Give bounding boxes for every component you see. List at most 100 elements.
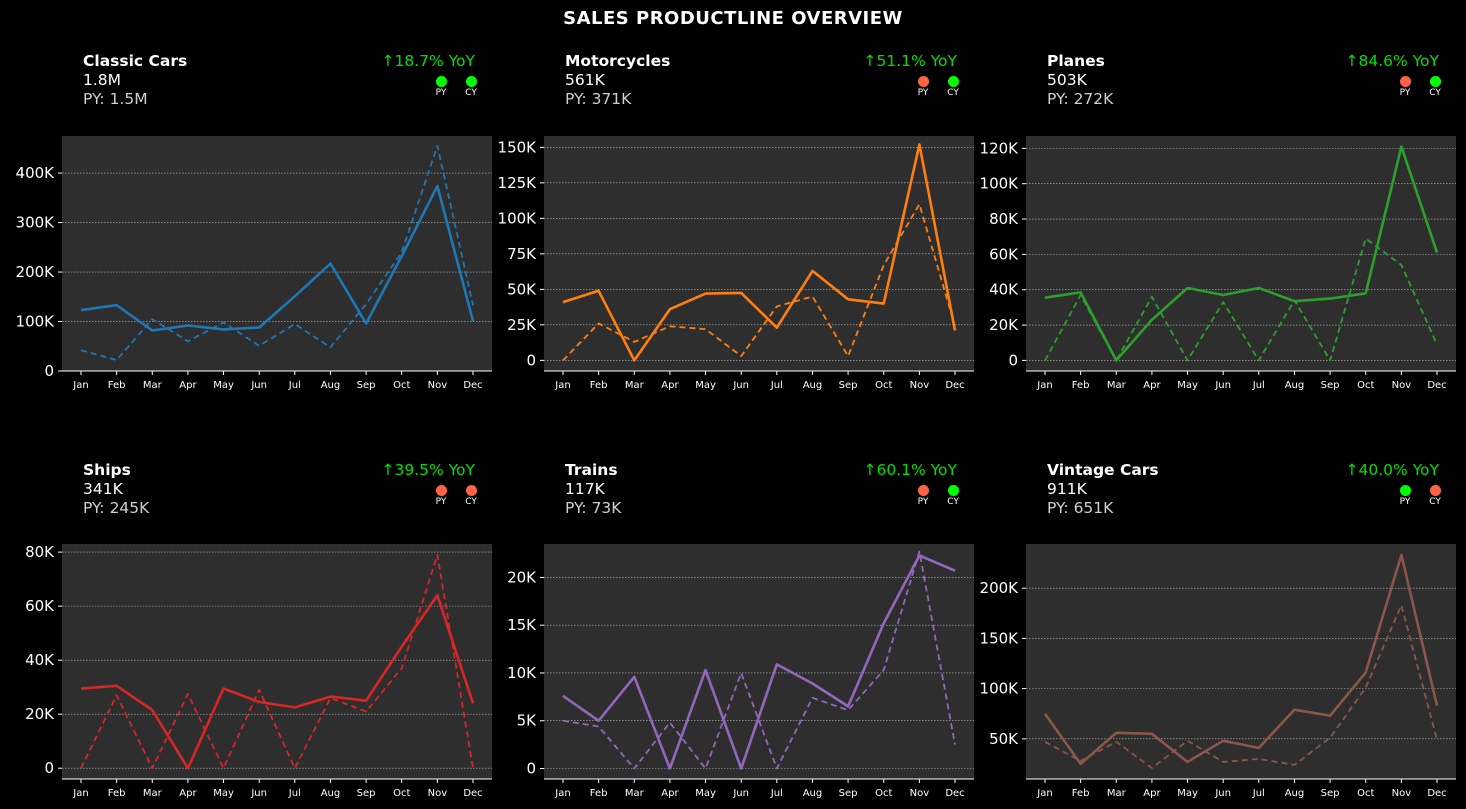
line-chart: 0 20K 40K 60K 80K 100K 120K Jan Feb Mar Apr May Jun J… bbox=[980, 136, 1456, 391]
line-chart: 0 5K 10K 15K 20K Jan Feb Mar Apr May Jun Jul Aug Sep O… bbox=[507, 544, 974, 799]
x-tick-label: Dec bbox=[463, 380, 482, 391]
x-tick-label: Apr bbox=[179, 380, 197, 391]
x-tick-label: Sep bbox=[839, 788, 858, 799]
y-tick-label: 20K bbox=[507, 568, 537, 586]
plot-area bbox=[1026, 544, 1456, 779]
x-tick-label: Sep bbox=[1321, 788, 1340, 799]
py-status-dot bbox=[1400, 485, 1411, 496]
current-year-value: 1.8M bbox=[83, 71, 122, 89]
line-chart: 0 25K 50K 75K 100K 125K 150K Jan Feb Mar Apr May Jun… bbox=[498, 136, 974, 391]
cy-status-dot bbox=[1430, 76, 1441, 87]
plot-area bbox=[1026, 136, 1456, 371]
x-tick-label: Feb bbox=[1072, 788, 1090, 799]
x-tick-label: Jul bbox=[288, 380, 301, 391]
yoy-change: ↑40.0% YoY bbox=[1345, 461, 1439, 479]
prior-year-line bbox=[80, 144, 474, 362]
y-tick-label: 100K bbox=[498, 209, 538, 227]
x-tick-label: Jun bbox=[1214, 380, 1231, 391]
panel-title: Ships bbox=[83, 461, 131, 479]
panel-title: Trains bbox=[565, 461, 618, 479]
yoy-change: ↑60.1% YoY bbox=[863, 461, 957, 479]
y-tick-label: 50K bbox=[989, 730, 1019, 748]
x-tick-label: Apr bbox=[1143, 380, 1161, 391]
py-dot-label: PY bbox=[917, 497, 929, 507]
x-tick-label: Jan bbox=[1036, 788, 1052, 799]
yoy-change: ↑18.7% YoY bbox=[381, 52, 475, 70]
py-status-dot bbox=[1400, 76, 1411, 87]
x-tick-label: Jan bbox=[72, 788, 88, 799]
x-tick-label: Jul bbox=[288, 788, 301, 799]
x-tick-label: Sep bbox=[357, 380, 376, 391]
x-tick-label: Feb bbox=[590, 788, 608, 799]
x-tick-label: Dec bbox=[1427, 788, 1446, 799]
prior-year-value: PY: 651K bbox=[1047, 499, 1114, 517]
y-tick-label: 120K bbox=[980, 139, 1020, 157]
py-status-dot bbox=[918, 76, 929, 87]
x-tick-label: Nov bbox=[1392, 788, 1412, 799]
prior-year-value: PY: 1.5M bbox=[83, 90, 148, 108]
y-tick-label: 200K bbox=[980, 579, 1020, 597]
prior-year-line bbox=[562, 550, 956, 770]
x-tick-label: Oct bbox=[393, 788, 410, 799]
x-tick-label: May bbox=[213, 380, 234, 391]
yoy-change: ↑39.5% YoY bbox=[381, 461, 475, 479]
x-tick-label: Jul bbox=[1252, 380, 1265, 391]
cy-dot-label: CY bbox=[465, 88, 477, 98]
x-tick-label: Dec bbox=[1427, 380, 1446, 391]
x-tick-label: Oct bbox=[1357, 380, 1374, 391]
cy-dot-label: CY bbox=[947, 497, 959, 507]
current-year-value: 561K bbox=[565, 71, 605, 89]
prior-year-line bbox=[1044, 237, 1438, 362]
cy-status-dot bbox=[948, 485, 959, 496]
y-tick-label: 100K bbox=[980, 175, 1020, 193]
x-tick-label: Jul bbox=[770, 380, 783, 391]
x-tick-label: Jul bbox=[1252, 788, 1265, 799]
x-tick-label: Jun bbox=[250, 788, 267, 799]
prior-year-line bbox=[562, 203, 956, 362]
x-tick-label: Apr bbox=[661, 788, 679, 799]
y-tick-label: 200K bbox=[16, 263, 56, 281]
x-tick-label: May bbox=[695, 380, 716, 391]
prior-year-value: PY: 245K bbox=[83, 499, 150, 517]
x-tick-label: Jan bbox=[72, 380, 88, 391]
x-tick-label: May bbox=[1177, 380, 1198, 391]
plot-area bbox=[544, 544, 974, 779]
x-tick-label: Jun bbox=[732, 788, 749, 799]
y-tick-label: 100K bbox=[16, 313, 56, 331]
y-tick-label: 20K bbox=[989, 316, 1019, 334]
x-tick-label: Nov bbox=[1392, 380, 1412, 391]
current-year-line bbox=[562, 554, 956, 770]
plot-area bbox=[62, 544, 492, 779]
yoy-change: ↑84.6% YoY bbox=[1345, 52, 1439, 70]
cy-dot-label: CY bbox=[1429, 88, 1441, 98]
y-tick-label: 20K bbox=[25, 705, 55, 723]
x-tick-label: May bbox=[1177, 788, 1198, 799]
cy-status-dot bbox=[466, 485, 477, 496]
x-tick-label: Mar bbox=[143, 380, 163, 391]
py-dot-label: PY bbox=[1399, 497, 1411, 507]
y-tick-label: 60K bbox=[989, 245, 1019, 263]
py-dot-label: PY bbox=[1399, 88, 1411, 98]
prior-year-value: PY: 73K bbox=[565, 499, 622, 517]
panel-title: Vintage Cars bbox=[1047, 461, 1159, 479]
x-tick-label: Dec bbox=[945, 380, 964, 391]
x-tick-label: Jan bbox=[1036, 380, 1052, 391]
py-dot-label: PY bbox=[435, 88, 447, 98]
cy-status-dot bbox=[466, 76, 477, 87]
current-year-value: 911K bbox=[1047, 480, 1087, 498]
x-tick-label: Nov bbox=[910, 788, 930, 799]
cy-dot-label: CY bbox=[1429, 497, 1441, 507]
cy-dot-label: CY bbox=[465, 497, 477, 507]
x-tick-label: Jul bbox=[770, 788, 783, 799]
y-tick-label: 100K bbox=[980, 680, 1020, 698]
y-tick-label: 60K bbox=[25, 597, 55, 615]
y-tick-label: 5K bbox=[517, 712, 538, 730]
x-tick-label: Apr bbox=[661, 380, 679, 391]
panel-title: Planes bbox=[1047, 52, 1105, 70]
x-tick-label: Feb bbox=[1072, 380, 1090, 391]
x-tick-label: Apr bbox=[179, 788, 197, 799]
current-year-line bbox=[1044, 145, 1439, 362]
plot-area bbox=[62, 136, 492, 371]
x-tick-label: Jan bbox=[554, 788, 570, 799]
y-tick-label: 10K bbox=[507, 664, 537, 682]
